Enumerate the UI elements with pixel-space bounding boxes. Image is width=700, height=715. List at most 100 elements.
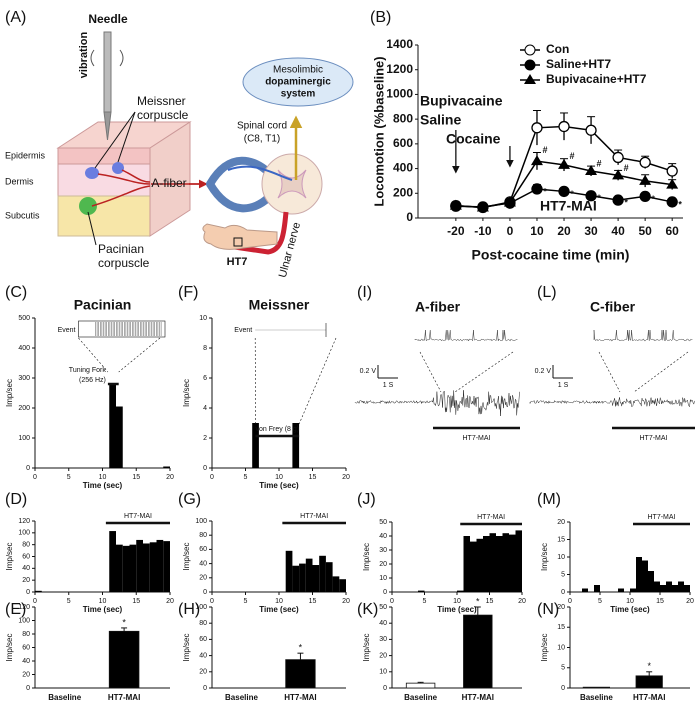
y-axis-label: Imp/sec bbox=[5, 633, 14, 661]
significance: * bbox=[624, 197, 628, 207]
y-tick-label: 80 bbox=[199, 620, 207, 627]
bar bbox=[108, 630, 140, 689]
x-tick-label: Baseline bbox=[48, 693, 81, 702]
y-tick-label: 20 bbox=[379, 561, 387, 568]
y-tick-label: 10 bbox=[379, 575, 387, 582]
x-tick-label: 10 bbox=[275, 598, 283, 605]
y-tick-label: 5 bbox=[561, 665, 565, 672]
y-tick-label: 40 bbox=[199, 652, 207, 659]
significance: * bbox=[651, 194, 655, 204]
y-tick-label: 0 bbox=[203, 465, 207, 472]
panel-title: Pacinian bbox=[74, 297, 132, 313]
ulnar-label: Ulnar nerve bbox=[277, 221, 303, 279]
histogram-bar bbox=[332, 576, 340, 592]
y-tick-label: 200 bbox=[393, 185, 413, 199]
panel-label: (H) bbox=[178, 601, 200, 618]
y-axis-label: Imp/sec bbox=[362, 543, 371, 571]
x-tick-label: 5 bbox=[423, 598, 427, 605]
y-axis-label: Imp/sec bbox=[182, 542, 191, 570]
y-tick-label: 0 bbox=[203, 685, 207, 692]
marker bbox=[476, 201, 489, 212]
marker bbox=[585, 190, 597, 202]
x-tick-label: 5 bbox=[244, 474, 248, 481]
histogram-bar bbox=[470, 541, 477, 592]
stimulus-label: HT7-MAI bbox=[300, 513, 328, 520]
legend-marker bbox=[524, 74, 536, 84]
marker bbox=[612, 169, 625, 180]
panel-label: (B) bbox=[370, 9, 391, 26]
y-tick-label: 50 bbox=[379, 519, 387, 526]
histogram-bar bbox=[299, 563, 306, 592]
y-tick-label: 0 bbox=[26, 685, 30, 692]
panel-label: (C) bbox=[5, 284, 27, 301]
x-tick-label: Baseline bbox=[404, 693, 437, 702]
x-tick-label: 15 bbox=[486, 598, 494, 605]
y-tick-label: 15 bbox=[557, 536, 565, 543]
y-tick-label: 1000 bbox=[386, 87, 413, 101]
layer-label: Dermis bbox=[5, 176, 34, 186]
y-tick-label: 2 bbox=[203, 435, 207, 442]
y-tick-label: 60 bbox=[22, 644, 30, 651]
stimulus-label: HT7-MAI bbox=[640, 435, 668, 442]
stimulus-label: HT7-MAI bbox=[477, 514, 505, 521]
y-tick-label: 20 bbox=[557, 604, 565, 611]
pointer bbox=[94, 111, 136, 169]
significance: # bbox=[570, 151, 575, 161]
significance: * bbox=[543, 186, 547, 196]
x-tick-label: 15 bbox=[656, 598, 664, 605]
panel-label: (I) bbox=[357, 284, 372, 301]
y-tick-label: 80 bbox=[22, 631, 30, 638]
y-tick-label: 1200 bbox=[386, 62, 413, 76]
y-tick-label: 1400 bbox=[386, 37, 413, 51]
zoom-line bbox=[633, 351, 689, 393]
zoom-line bbox=[598, 351, 621, 393]
pacinian-label: corpuscle bbox=[98, 256, 150, 270]
x-tick-label: 20 bbox=[166, 598, 174, 605]
x-tick-label: 20 bbox=[166, 474, 174, 481]
ulnar-nerve bbox=[227, 211, 289, 255]
y-axis-label: Imp/sec bbox=[182, 379, 191, 407]
panel-label: (L) bbox=[537, 284, 557, 301]
meissner bbox=[85, 167, 99, 179]
y-axis-label: Imp/sec bbox=[540, 633, 549, 661]
panel-label: (N) bbox=[537, 601, 559, 618]
y-tick-label: 20 bbox=[199, 575, 207, 582]
y-tick-label: 10 bbox=[557, 644, 565, 651]
marker bbox=[666, 196, 678, 208]
histogram-bar bbox=[648, 571, 654, 592]
stimulus-label: HT7-MAI bbox=[463, 435, 491, 442]
vibration-wave bbox=[90, 49, 95, 67]
afiber-label: A-fiber bbox=[151, 176, 186, 190]
y-tick-label: 0 bbox=[561, 685, 565, 692]
x-tick-label: Baseline bbox=[580, 693, 613, 702]
x-tick-label: 0 bbox=[568, 598, 572, 605]
x-tick-label: 0 bbox=[507, 224, 514, 238]
significance: * bbox=[647, 661, 651, 671]
y-tick-label: 120 bbox=[18, 518, 30, 525]
meissner-label: corpuscle bbox=[137, 108, 189, 122]
histogram-bar bbox=[163, 541, 170, 592]
histogram-bar bbox=[136, 539, 143, 592]
system-label: system bbox=[281, 89, 316, 100]
x-tick-label: 10 bbox=[530, 224, 544, 238]
scale-label: 1 S bbox=[558, 382, 569, 389]
histogram-bar bbox=[489, 533, 496, 592]
y-tick-label: 20 bbox=[22, 577, 30, 584]
x-tick-label: 0 bbox=[33, 474, 37, 481]
histogram-bar bbox=[312, 565, 320, 592]
x-tick-label: HT7-MAI bbox=[108, 693, 140, 702]
x-tick-label: 15 bbox=[309, 598, 317, 605]
y-tick-label: 40 bbox=[379, 620, 387, 627]
x-tick-label: HT7-MAI bbox=[633, 693, 665, 702]
x-tick-label: 0 bbox=[210, 474, 214, 481]
zoom-line bbox=[419, 351, 442, 393]
x-tick-label: 60 bbox=[666, 224, 680, 238]
brain-system bbox=[242, 57, 354, 107]
significance: # bbox=[542, 145, 547, 155]
histogram-bar bbox=[630, 588, 636, 592]
x-tick-label: 5 bbox=[598, 598, 602, 605]
bar bbox=[635, 675, 663, 689]
y-tick-label: 15 bbox=[557, 624, 565, 631]
histogram-bar bbox=[502, 533, 509, 592]
histogram-bar bbox=[325, 562, 333, 592]
